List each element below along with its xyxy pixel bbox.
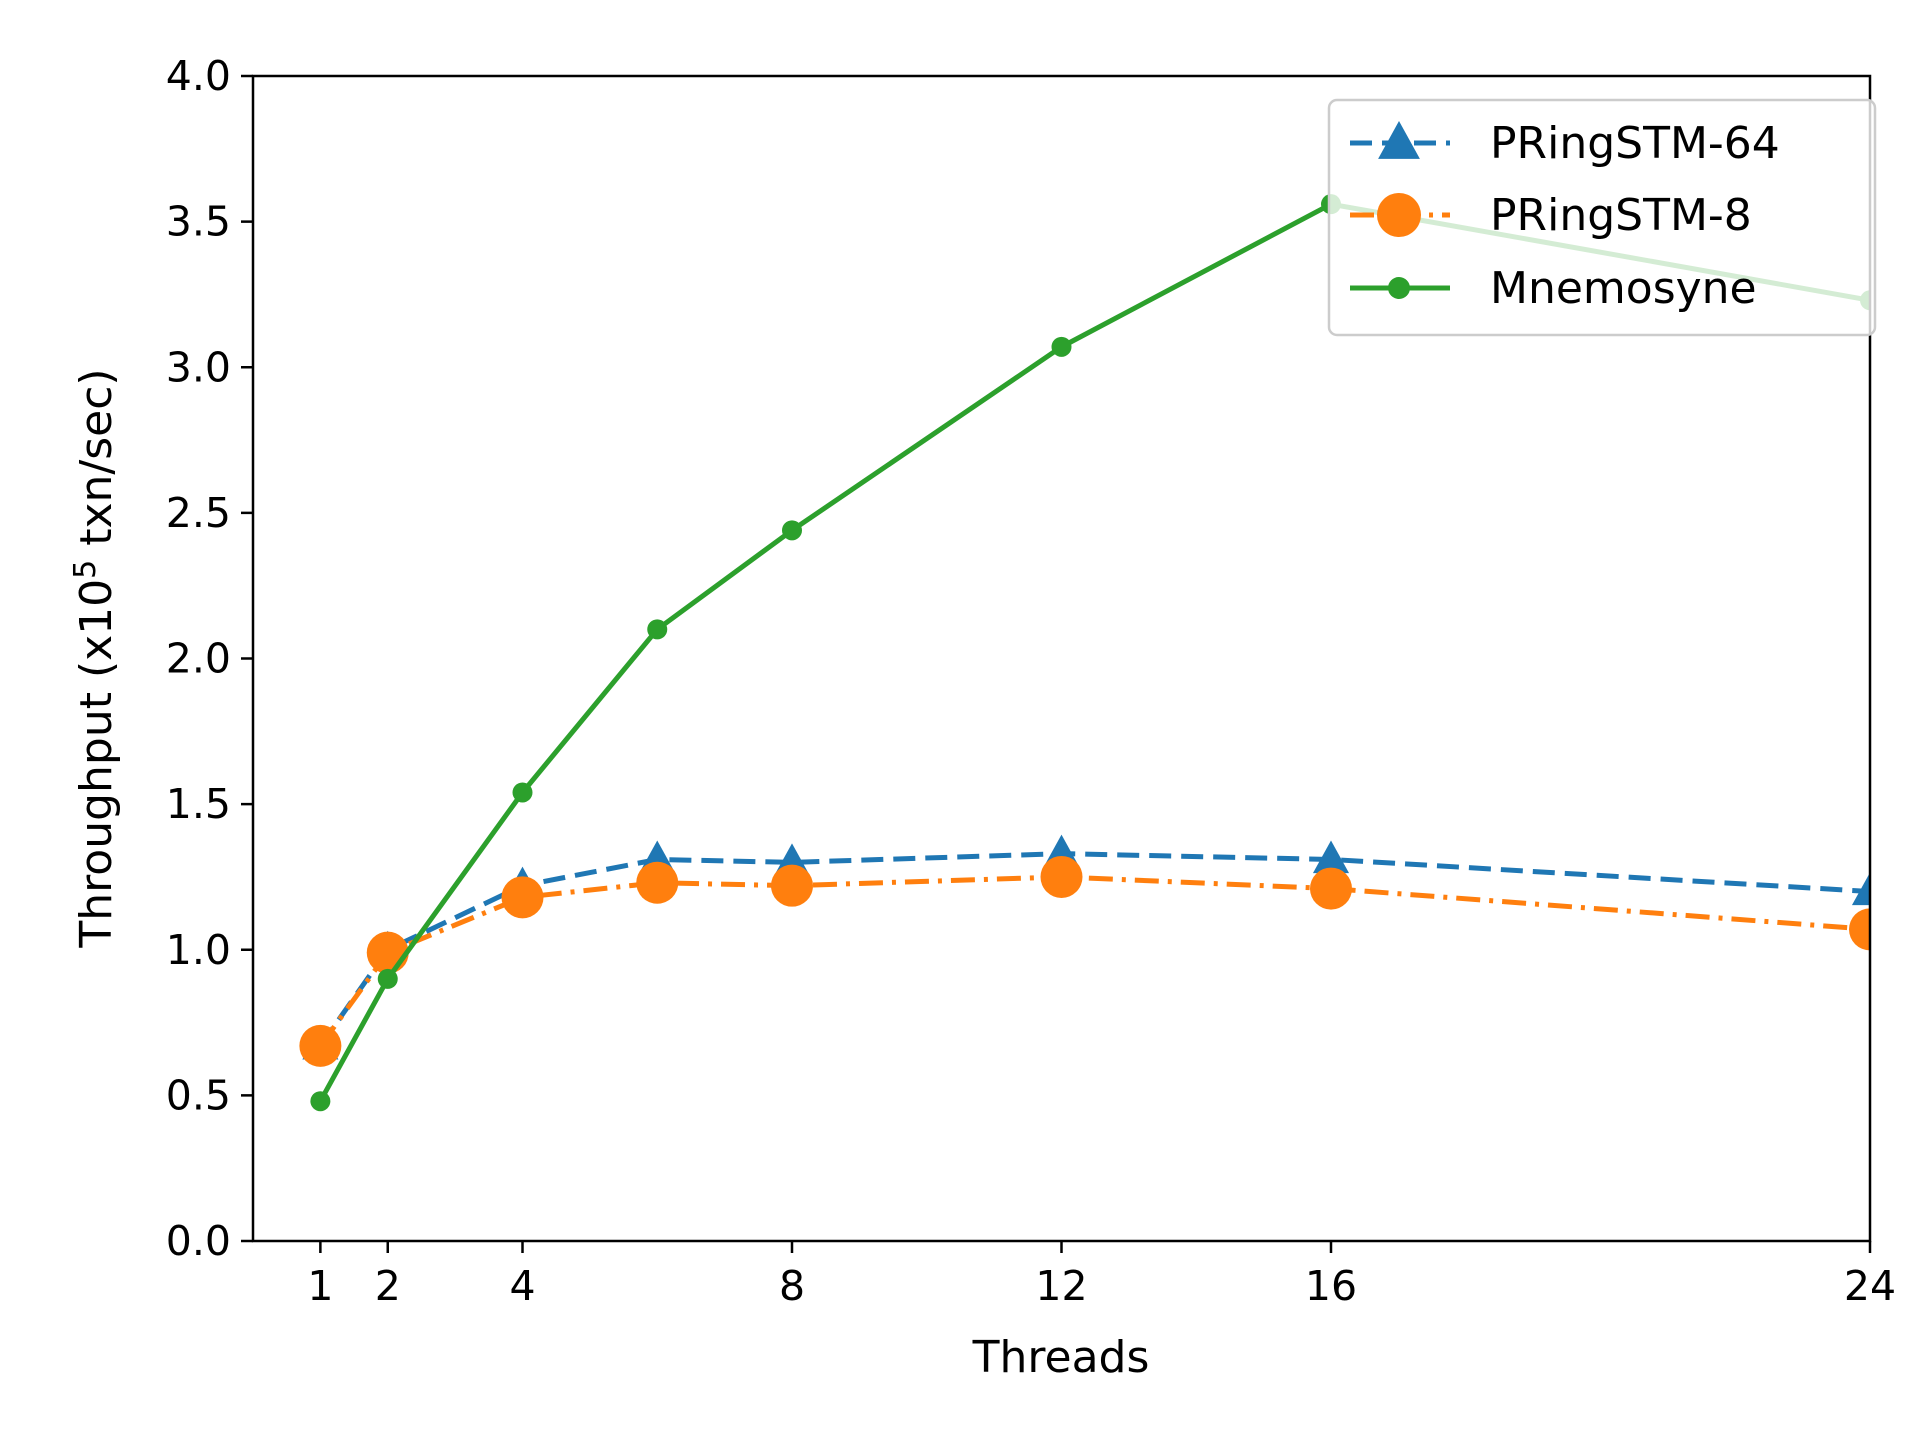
x-tick-label: 4 bbox=[509, 1262, 535, 1310]
y-axis: 0.0 0.5 1.0 1.5 2.0 2.5 3.0 3.5 4.0 bbox=[166, 52, 253, 1265]
y-axis-label-superscript: 5 bbox=[68, 560, 103, 579]
data-point bbox=[1051, 336, 1072, 357]
x-axis: 1 2 4 8 12 16 24 bbox=[307, 1241, 1896, 1310]
legend-entry: Mnemosyne bbox=[1350, 263, 1757, 314]
series-2 bbox=[310, 194, 1870, 1112]
series-line bbox=[318, 851, 1870, 1048]
x-axis-label: Threads bbox=[972, 1332, 1150, 1383]
legend-label: PRingSTM-64 bbox=[1490, 118, 1780, 169]
y-tick-label: 2.5 bbox=[166, 489, 231, 537]
data-point bbox=[512, 782, 533, 803]
y-tick-label: 3.0 bbox=[166, 343, 231, 391]
y-tick-label: 2.0 bbox=[166, 635, 231, 683]
y-tick-label: 0.0 bbox=[166, 1217, 231, 1265]
y-axis-label-prefix: Throughput (x10 bbox=[71, 579, 122, 949]
y-tick-label: 3.5 bbox=[166, 198, 231, 246]
data-point bbox=[366, 931, 409, 974]
y-tick-label: 1.0 bbox=[166, 926, 231, 974]
data-point bbox=[782, 520, 802, 541]
data-point bbox=[1040, 855, 1083, 898]
series-line bbox=[318, 201, 1870, 1103]
y-axis-label: Throughput (x105 txn/sec) bbox=[68, 368, 122, 948]
series-line bbox=[318, 874, 1870, 1048]
series-1 bbox=[299, 855, 1870, 1067]
legend-entry: PRingSTM-64 bbox=[1350, 118, 1780, 169]
x-tick-label: 24 bbox=[1844, 1262, 1896, 1310]
y-axis-label-suffix: txn/sec) bbox=[71, 368, 122, 559]
x-tick-label: 12 bbox=[1035, 1262, 1087, 1310]
legend-entry: PRingSTM-8 bbox=[1350, 190, 1752, 241]
data-point bbox=[1849, 908, 1870, 951]
data-point bbox=[771, 864, 813, 907]
series-0 bbox=[302, 834, 1870, 1060]
series-layer bbox=[299, 194, 1870, 1112]
data-point bbox=[310, 1091, 331, 1112]
legend: PRingSTM-64 PRingSTM-8 Mnemosyne bbox=[1327, 98, 1877, 337]
data-point bbox=[1851, 872, 1870, 906]
y-tick-label: 0.5 bbox=[166, 1071, 231, 1119]
data-point bbox=[1310, 867, 1352, 910]
data-point bbox=[501, 876, 544, 919]
legend-marker bbox=[1377, 193, 1421, 237]
x-tick-label: 16 bbox=[1305, 1262, 1357, 1310]
y-tick-label: 4.0 bbox=[166, 52, 231, 100]
data-point bbox=[636, 861, 679, 904]
x-tick-label: 1 bbox=[307, 1262, 333, 1310]
y-tick-label: 1.5 bbox=[166, 780, 231, 828]
legend-label: Mnemosyne bbox=[1490, 263, 1757, 314]
x-tick-label: 8 bbox=[779, 1262, 805, 1310]
legend-frame bbox=[1327, 98, 1877, 337]
x-tick-label: 2 bbox=[375, 1262, 401, 1310]
legend-label: PRingSTM-8 bbox=[1490, 190, 1752, 241]
legend-marker bbox=[1388, 277, 1410, 299]
data-point bbox=[1312, 840, 1350, 874]
data-point bbox=[299, 1024, 342, 1067]
legend-marker bbox=[1378, 121, 1420, 159]
data-point bbox=[647, 619, 668, 640]
data-point bbox=[377, 968, 398, 989]
